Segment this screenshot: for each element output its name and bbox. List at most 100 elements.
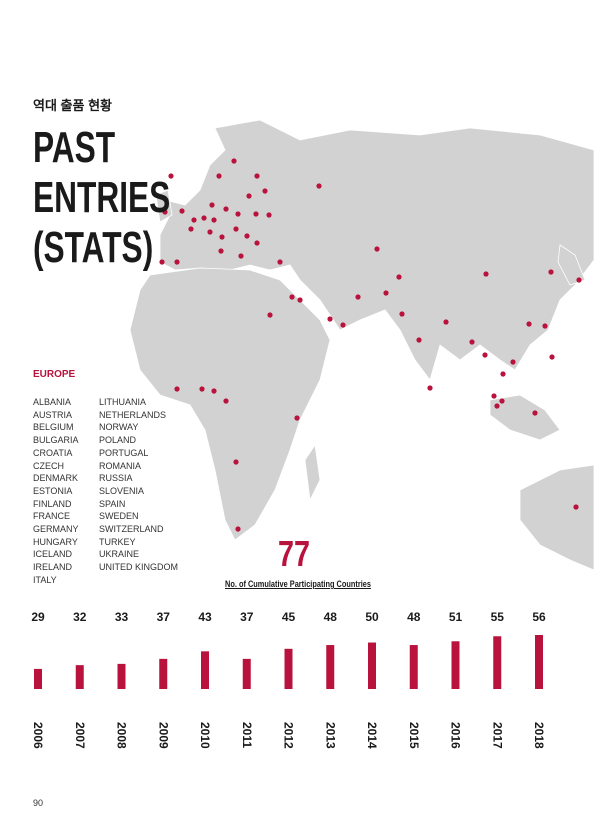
country: DENMARK (33, 473, 79, 484)
x-tick-label: 2011 (240, 722, 254, 748)
value-label: 32 (73, 610, 87, 624)
map-dot (297, 297, 303, 303)
bar (451, 641, 460, 689)
country: BULGARIA (33, 435, 79, 446)
map-dot (340, 322, 346, 328)
x-tick-label: 2006 (31, 722, 45, 749)
bar (75, 665, 84, 689)
map-dot (510, 359, 516, 365)
map-dot (548, 269, 554, 275)
country: GERMANY (33, 524, 79, 534)
country: CROATIA (33, 447, 73, 458)
country: NETHERLANDS (99, 409, 167, 420)
map-dot (253, 211, 259, 217)
x-tick-label: 2016 (449, 722, 463, 749)
value-label: 55 (491, 610, 505, 624)
map-dot (316, 183, 322, 189)
map-dot (191, 217, 197, 223)
map-dot (207, 229, 213, 235)
map-dot (532, 410, 538, 416)
country: FRANCE (33, 511, 71, 522)
x-tick-label: 2013 (323, 722, 337, 749)
map-dot (216, 173, 222, 179)
value-label: 56 (532, 610, 546, 624)
bar (409, 645, 418, 689)
total-value: 77 (278, 533, 311, 574)
value-label: 37 (240, 610, 254, 624)
map-dot (374, 246, 380, 252)
map-dot (499, 398, 505, 404)
map-dot (254, 240, 260, 246)
map-dot (494, 403, 500, 409)
map-dot (294, 415, 300, 421)
map-dot (396, 274, 402, 280)
map-dot (188, 226, 194, 232)
country: PORTUGAL (99, 447, 149, 458)
map-dot (549, 354, 555, 360)
value-label: 43 (198, 610, 212, 624)
map-dot (482, 352, 488, 358)
country: SWITZERLAND (99, 524, 164, 534)
map-dot (179, 208, 185, 214)
map-dot (211, 217, 217, 223)
map-dot (267, 312, 273, 318)
x-tick-label: 2009 (156, 722, 170, 749)
bar (326, 645, 335, 689)
bar (368, 642, 376, 689)
value-label: 48 (324, 610, 338, 624)
subtitle: 역대 출품 현황 (33, 98, 112, 113)
map-dot (168, 173, 174, 179)
map-dot (542, 323, 548, 329)
x-tick-label: 2018 (532, 722, 546, 749)
map-dot (211, 388, 217, 394)
map-dot (235, 211, 241, 217)
map-dot (443, 319, 449, 325)
title-line: (STATS) (33, 223, 154, 272)
map-dot (427, 385, 433, 391)
title-line: ENTRIES (33, 173, 171, 222)
value-label: 45 (282, 610, 296, 624)
country: IRELAND (33, 562, 73, 573)
map-dot (491, 393, 497, 399)
value-label: 50 (365, 610, 379, 624)
bar (535, 635, 543, 689)
map-dot (223, 206, 229, 212)
map-dot (526, 321, 532, 327)
map-dot (576, 277, 582, 283)
country: NORWAY (99, 422, 139, 433)
bar (284, 648, 293, 689)
country: LITHUANIA (99, 397, 147, 407)
map-dot (500, 371, 506, 377)
map-dot (199, 386, 205, 392)
country: SLOVENIA (99, 485, 145, 496)
title-line: PAST (33, 123, 116, 172)
map-dot (262, 188, 268, 194)
map-dot (399, 311, 405, 317)
map-dot (162, 209, 168, 215)
country: TURKEY (99, 536, 136, 547)
country: SPAIN (99, 498, 126, 509)
country: CZECH (33, 460, 64, 471)
map-dot (174, 259, 180, 265)
value-label: 48 (407, 610, 421, 624)
map-dot (483, 271, 489, 277)
country: ALBANIA (33, 397, 72, 407)
country: POLAND (99, 435, 137, 446)
bar (34, 668, 42, 689)
map-dot (573, 504, 579, 510)
value-label: 33 (115, 610, 129, 624)
map-dot (218, 248, 224, 254)
map-dot (383, 290, 389, 296)
country: UKRAINE (99, 549, 140, 560)
map-dot (355, 294, 361, 300)
map-dot (174, 386, 180, 392)
country: FINLAND (33, 498, 72, 509)
x-tick-label: 2008 (115, 722, 129, 749)
map-dot (209, 202, 215, 208)
map-dot (235, 526, 241, 532)
x-tick-label: 2015 (407, 722, 421, 749)
total-label: No. of Cumulative Participating Countrie… (225, 579, 371, 589)
map-dot (159, 259, 165, 265)
